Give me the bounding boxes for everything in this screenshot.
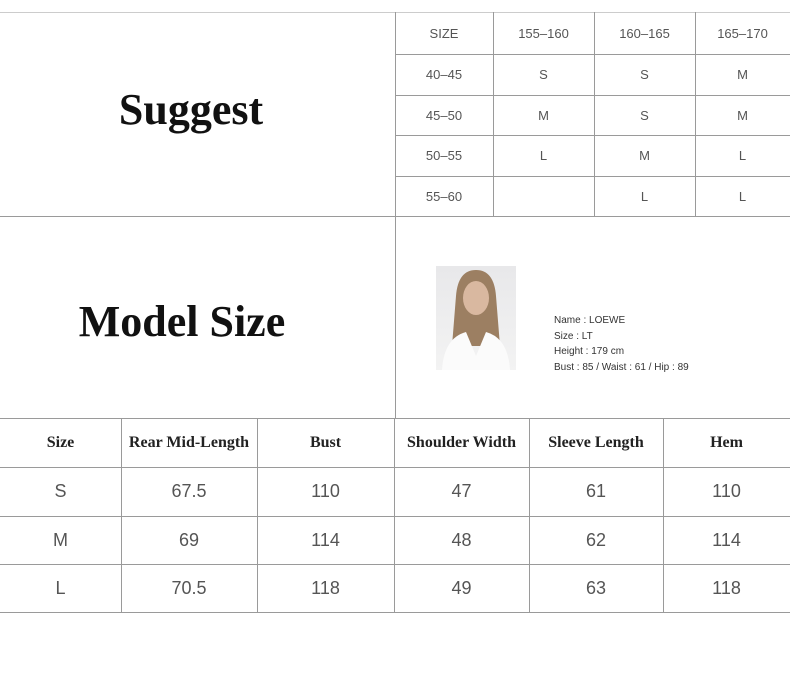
suggest-cell: L — [738, 148, 747, 163]
measure-cell: 48 — [451, 529, 472, 550]
suggest-cell: M — [737, 107, 748, 123]
measure-cell: 110 — [712, 481, 741, 501]
suggest-title: Suggest — [118, 85, 264, 134]
measure-cell: 67.5 — [171, 481, 207, 501]
measure-cell: M — [53, 529, 68, 550]
suggest-cell: 50–55 — [425, 148, 463, 163]
measure-cell: 110 — [311, 481, 340, 501]
measure-cell: 118 — [712, 577, 741, 598]
model-portrait-icon — [442, 270, 510, 370]
divider — [121, 418, 122, 612]
measure-header-cell: Bust — [309, 433, 342, 451]
measure-cell: 70.5 — [171, 577, 207, 598]
measure-cell: L — [55, 577, 66, 598]
divider — [594, 12, 595, 216]
divider — [663, 418, 664, 612]
measure-cell: 62 — [585, 529, 607, 550]
model-name: Name : LOEWE — [554, 315, 626, 326]
suggest-cell: M — [639, 148, 650, 163]
suggest-cell: 55–60 — [425, 188, 463, 204]
divider — [394, 418, 395, 612]
measure-cell: 69 — [178, 529, 200, 550]
suggest-cell: M — [538, 107, 549, 123]
suggest-header-cell: 160–165 — [619, 25, 670, 41]
suggest-cell: L — [738, 188, 747, 204]
divider — [395, 12, 396, 418]
suggest-cell: M — [737, 67, 748, 82]
suggest-cell: S — [640, 67, 649, 82]
model-info: Name : LOEWE Size : LT Height : 179 cm B… — [554, 313, 689, 375]
measure-cell: 49 — [451, 577, 472, 598]
suggest-cell: L — [539, 148, 548, 163]
divider — [695, 12, 696, 216]
measure-header-cell: Rear Mid-Length — [128, 433, 250, 451]
divider — [0, 564, 790, 565]
measure-cell: 114 — [712, 529, 741, 550]
measure-header-cell: Sleeve Length — [548, 433, 644, 451]
measure-header-cell: Size — [46, 433, 75, 451]
divider — [395, 135, 790, 136]
model-height: Height : 179 cm — [554, 346, 625, 357]
measure-cell: 63 — [585, 577, 607, 598]
model-measurements: Bust : 85 / Waist : 61 / Hip : 89 — [554, 361, 689, 373]
model-size: Size : LT — [554, 330, 593, 342]
measure-cell: 47 — [451, 481, 472, 501]
suggest-cell: S — [640, 107, 649, 123]
divider — [0, 418, 790, 419]
model-photo — [436, 266, 516, 370]
divider — [395, 54, 790, 55]
measure-cell: 114 — [311, 529, 340, 550]
divider — [0, 612, 790, 613]
divider — [493, 12, 494, 216]
divider — [395, 95, 790, 96]
suggest-cell: L — [640, 188, 649, 204]
measure-header-cell: Shoulder Width — [407, 433, 516, 451]
suggest-cell: 45–50 — [425, 107, 463, 123]
measure-header-cell: Hem — [710, 433, 743, 451]
suggest-cell: S — [539, 67, 548, 82]
suggest-cell: 40–45 — [425, 67, 463, 82]
suggest-header-cell: SIZE — [429, 25, 459, 41]
divider — [0, 467, 790, 468]
measure-cell: 61 — [585, 481, 607, 501]
divider — [0, 516, 790, 517]
suggest-header-cell: 155–160 — [518, 25, 569, 41]
measure-cell: 118 — [311, 577, 340, 598]
suggest-header-cell: 165–170 — [717, 25, 768, 41]
measure-cell: S — [54, 481, 67, 501]
divider — [257, 418, 258, 612]
divider — [529, 418, 530, 612]
divider — [395, 176, 790, 177]
suggest-cell — [493, 176, 594, 216]
model-size-title: Model Size — [78, 297, 286, 346]
